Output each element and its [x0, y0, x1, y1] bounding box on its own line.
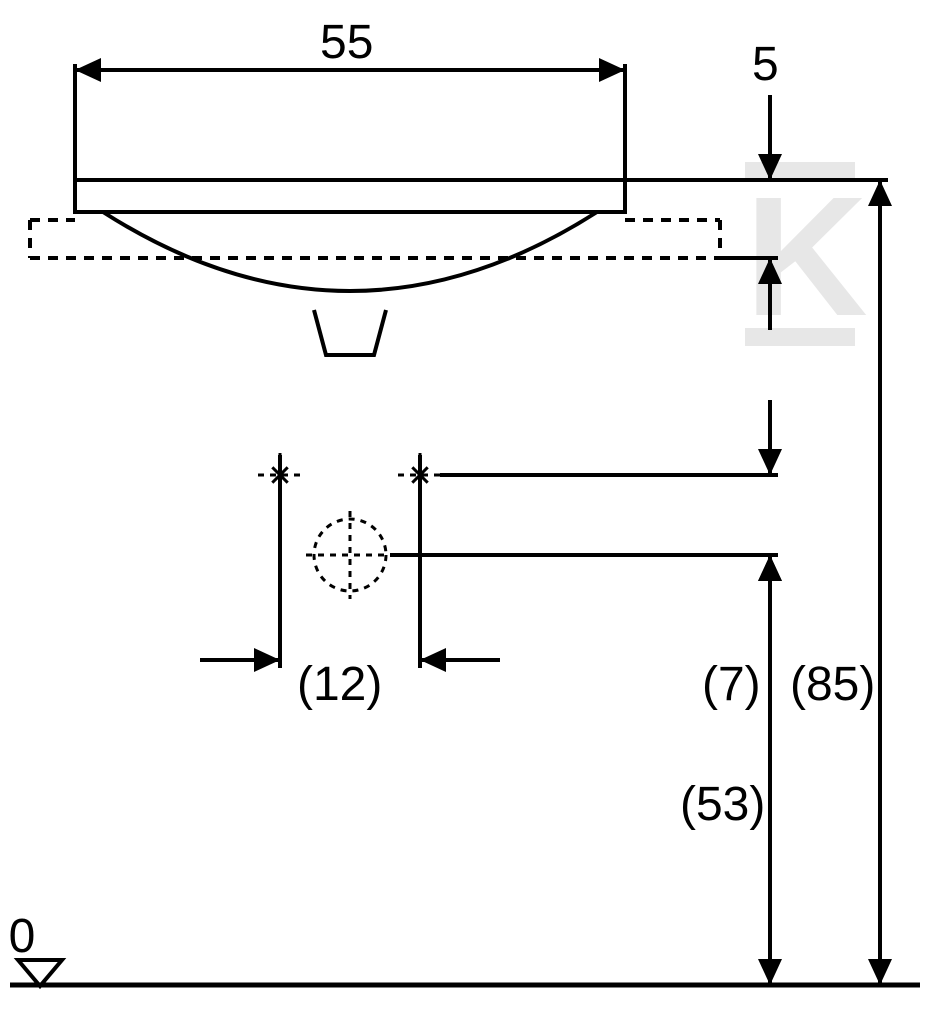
dim-55: 55	[320, 16, 373, 69]
dim-53: (53)	[680, 778, 765, 831]
dim-7: (7)	[702, 658, 761, 711]
arrowhead	[599, 58, 625, 82]
arrowhead	[758, 449, 782, 475]
pipe-circle	[314, 519, 386, 591]
dim-85: (85)	[790, 658, 875, 711]
dim-5: 5	[752, 38, 779, 91]
arrowhead	[758, 959, 782, 985]
dim-12: (12)	[297, 658, 382, 711]
arrowhead	[75, 58, 101, 82]
arrowhead	[868, 180, 892, 206]
centre-marks	[258, 453, 442, 599]
datum-label: 0	[9, 910, 36, 963]
arrowhead	[868, 959, 892, 985]
technical-drawing: K0555(12)(7)(53)(85)	[0, 0, 931, 1024]
arrowhead	[420, 648, 446, 672]
arrowhead	[758, 555, 782, 581]
basin-outline	[30, 180, 720, 355]
arrowhead	[254, 648, 280, 672]
